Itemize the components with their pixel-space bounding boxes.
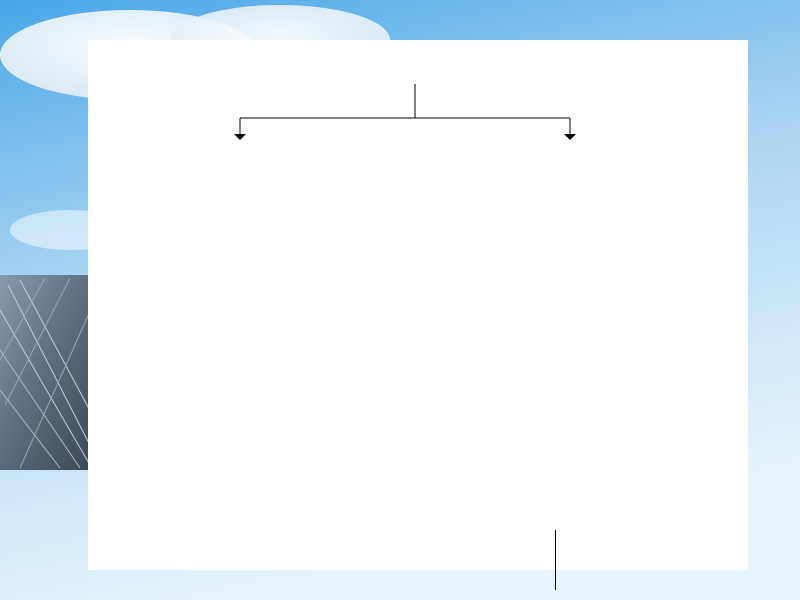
diagram-panel [88,40,748,570]
stray-vertical-line [555,530,556,590]
